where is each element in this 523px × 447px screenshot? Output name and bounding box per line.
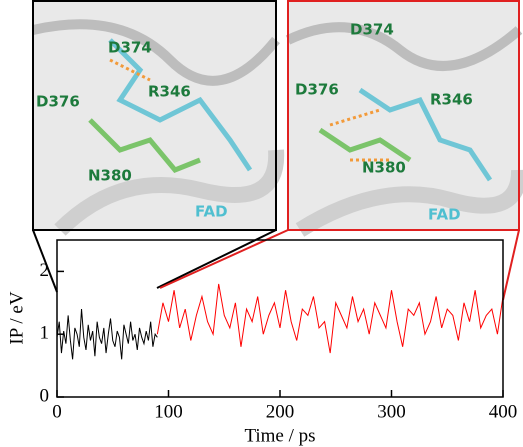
residue-label: D374 [108,39,152,57]
series-line [56,309,158,360]
connector [159,229,289,289]
y-tick-label: 2 [40,260,50,281]
series-line [156,283,504,354]
residue-label: FAD [195,203,228,221]
ligand [358,87,493,182]
connector [156,229,277,289]
x-tick-label: 300 [377,401,406,422]
ribbon [54,149,285,236]
residue-label: D374 [350,21,394,39]
plot [56,283,504,360]
x-axis-label: Time / ps [244,425,315,446]
residue-label: D376 [295,81,339,99]
residue-label: R346 [430,91,473,109]
y-tick-label: 1 [40,323,50,344]
residue [318,127,412,163]
structure-panel: D374 R346 D376 N380 FAD [31,0,285,236]
panel-frame [32,0,277,231]
ribbon [285,22,523,71]
structure-panel: D374 R346 D376 N380 FAD [285,0,523,237]
x-tick-label: 400 [489,401,518,422]
ribbon [295,169,523,237]
residue [88,118,201,173]
y-tick-label: 0 [40,385,50,406]
panel-frame [287,0,520,231]
y-axis-label: IP / eV [6,291,27,344]
residue-label: N380 [362,159,406,177]
ribbon [31,19,280,86]
x-tick-label: 200 [266,401,295,422]
hbond [109,58,151,82]
ligand [108,38,253,172]
hbond [329,108,390,162]
connector [32,229,58,293]
plot-frame [56,239,504,398]
residue-label: FAD [428,206,461,224]
residue-label: N380 [88,167,132,185]
residue-label: D376 [36,93,80,111]
x-tick-label: 100 [154,401,183,422]
x-tick-label: 0 [52,401,62,422]
connector [502,229,520,301]
residue-label: R346 [148,83,191,101]
